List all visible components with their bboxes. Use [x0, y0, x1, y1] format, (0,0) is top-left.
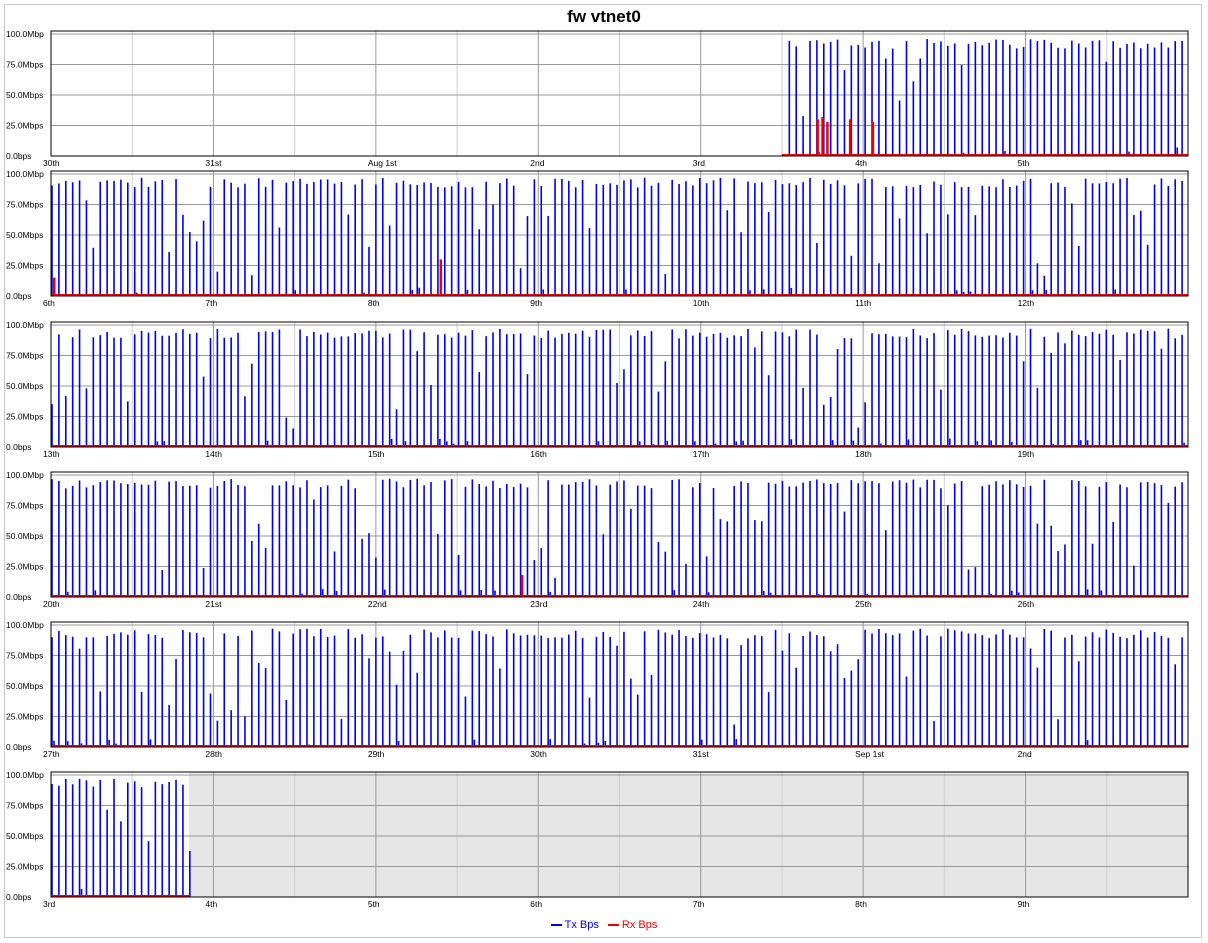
y-tick-label: 50.0Mbps — [6, 531, 43, 541]
y-tick-label: 50.0Mbps — [6, 230, 43, 240]
y-tick-label: 25.0Mbps — [6, 261, 43, 271]
y-tick-label: 50.0Mbps — [6, 90, 43, 100]
plot-border-row-4 — [50, 621, 1189, 748]
x-tick-label: 7th — [205, 298, 217, 308]
x-tick-label: 28th — [205, 749, 222, 759]
y-tick-label: 0.0bps — [6, 151, 32, 161]
y-tick-label: 100.0Mbp — [6, 320, 44, 330]
x-tick-label: 19th — [1018, 449, 1035, 459]
x-tick-label: 25th — [855, 599, 872, 609]
x-tick-label: Sep 1st — [855, 749, 884, 759]
plot-border-row-1 — [50, 170, 1189, 297]
x-tick-label: 31st — [693, 749, 710, 759]
y-tick-label: 75.0Mbps — [6, 501, 43, 511]
y-tick-label: 25.0Mbps — [6, 712, 43, 722]
y-tick-label: 100.0Mbp — [6, 29, 44, 39]
plot-border-row-3 — [50, 471, 1189, 598]
x-tick-label: 27th — [43, 749, 60, 759]
legend-tx-label: Tx Bps — [564, 919, 599, 931]
x-tick-label: 16th — [530, 449, 547, 459]
plot-border-row-0 — [50, 30, 1189, 157]
legend-tx-swatch — [550, 924, 562, 927]
no-data-region — [189, 772, 1189, 897]
y-tick-label: 0.0bps — [6, 892, 32, 902]
x-tick-label: 14th — [205, 449, 222, 459]
legend-tx: Tx Bps — [550, 919, 599, 931]
x-tick-label: 3rd — [43, 899, 56, 909]
y-tick-label: 75.0Mbps — [6, 60, 43, 70]
x-tick-label: 2nd — [1018, 749, 1032, 759]
x-tick-label: 17th — [693, 449, 710, 459]
x-tick-label: 5th — [1018, 158, 1030, 168]
x-tick-label: 4th — [855, 158, 867, 168]
y-tick-label: 50.0Mbps — [6, 831, 43, 841]
x-tick-label: 5th — [368, 899, 380, 909]
y-tick-label: 50.0Mbps — [6, 681, 43, 691]
y-tick-label: 50.0Mbps — [6, 381, 43, 391]
y-tick-label: 75.0Mbps — [6, 351, 43, 361]
chart-frame — [4, 4, 1202, 938]
x-tick-label: 22nd — [368, 599, 387, 609]
x-tick-label: 7th — [693, 899, 705, 909]
x-tick-label: 13th — [43, 449, 60, 459]
chart-title: fw vtnet0 — [567, 7, 641, 26]
x-tick-label: 23rd — [530, 599, 547, 609]
x-tick-label: 30th — [43, 158, 60, 168]
x-tick-label: 18th — [855, 449, 872, 459]
legend-rx-label: Rx Bps — [621, 919, 658, 931]
y-tick-label: 0.0bps — [6, 291, 32, 301]
y-tick-label: 75.0Mbps — [6, 200, 43, 210]
x-tick-label: 8th — [368, 298, 380, 308]
x-tick-label: 3rd — [693, 158, 706, 168]
x-tick-label: 12th — [1018, 298, 1035, 308]
y-tick-label: 0.0bps — [6, 442, 32, 452]
y-tick-label: 100.0Mbp — [6, 470, 44, 480]
legend-rx-swatch — [607, 924, 619, 927]
legend-rx: Rx Bps — [607, 919, 658, 931]
x-tick-label: 10th — [693, 298, 710, 308]
x-tick-label: 9th — [1018, 899, 1030, 909]
x-tick-label: 9th — [530, 298, 542, 308]
y-tick-label: 0.0bps — [6, 742, 32, 752]
y-tick-label: 100.0Mbp — [6, 169, 44, 179]
y-tick-label: 25.0Mbps — [6, 862, 43, 872]
x-tick-label: 6th — [530, 899, 542, 909]
y-tick-label: 100.0Mbp — [6, 620, 44, 630]
x-tick-label: 2nd — [530, 158, 544, 168]
chart-legend: Tx Bps Rx Bps — [0, 919, 1208, 931]
plot-border-row-2 — [50, 321, 1189, 448]
x-tick-label: 26th — [1018, 599, 1035, 609]
y-tick-label: 100.0Mbp — [6, 770, 44, 780]
plot-border-row-5 — [50, 771, 1189, 898]
y-tick-label: 25.0Mbps — [6, 412, 43, 422]
x-tick-label: Aug 1st — [368, 158, 397, 168]
x-tick-label: 31st — [205, 158, 222, 168]
y-tick-label: 25.0Mbps — [6, 562, 43, 572]
x-tick-label: 20th — [43, 599, 60, 609]
x-tick-label: 4th — [205, 899, 217, 909]
x-tick-label: 29th — [368, 749, 385, 759]
y-tick-label: 75.0Mbps — [6, 801, 43, 811]
y-tick-label: 75.0Mbps — [6, 651, 43, 661]
x-tick-label: 11th — [855, 298, 871, 308]
x-tick-label: 15th — [368, 449, 385, 459]
x-tick-label: 24th — [693, 599, 710, 609]
x-tick-label: 21st — [205, 599, 222, 609]
y-tick-label: 0.0bps — [6, 592, 32, 602]
y-tick-label: 25.0Mbps — [6, 121, 43, 131]
x-tick-label: 6th — [43, 298, 55, 308]
x-tick-label: 8th — [855, 899, 867, 909]
x-tick-label: 30th — [530, 749, 547, 759]
